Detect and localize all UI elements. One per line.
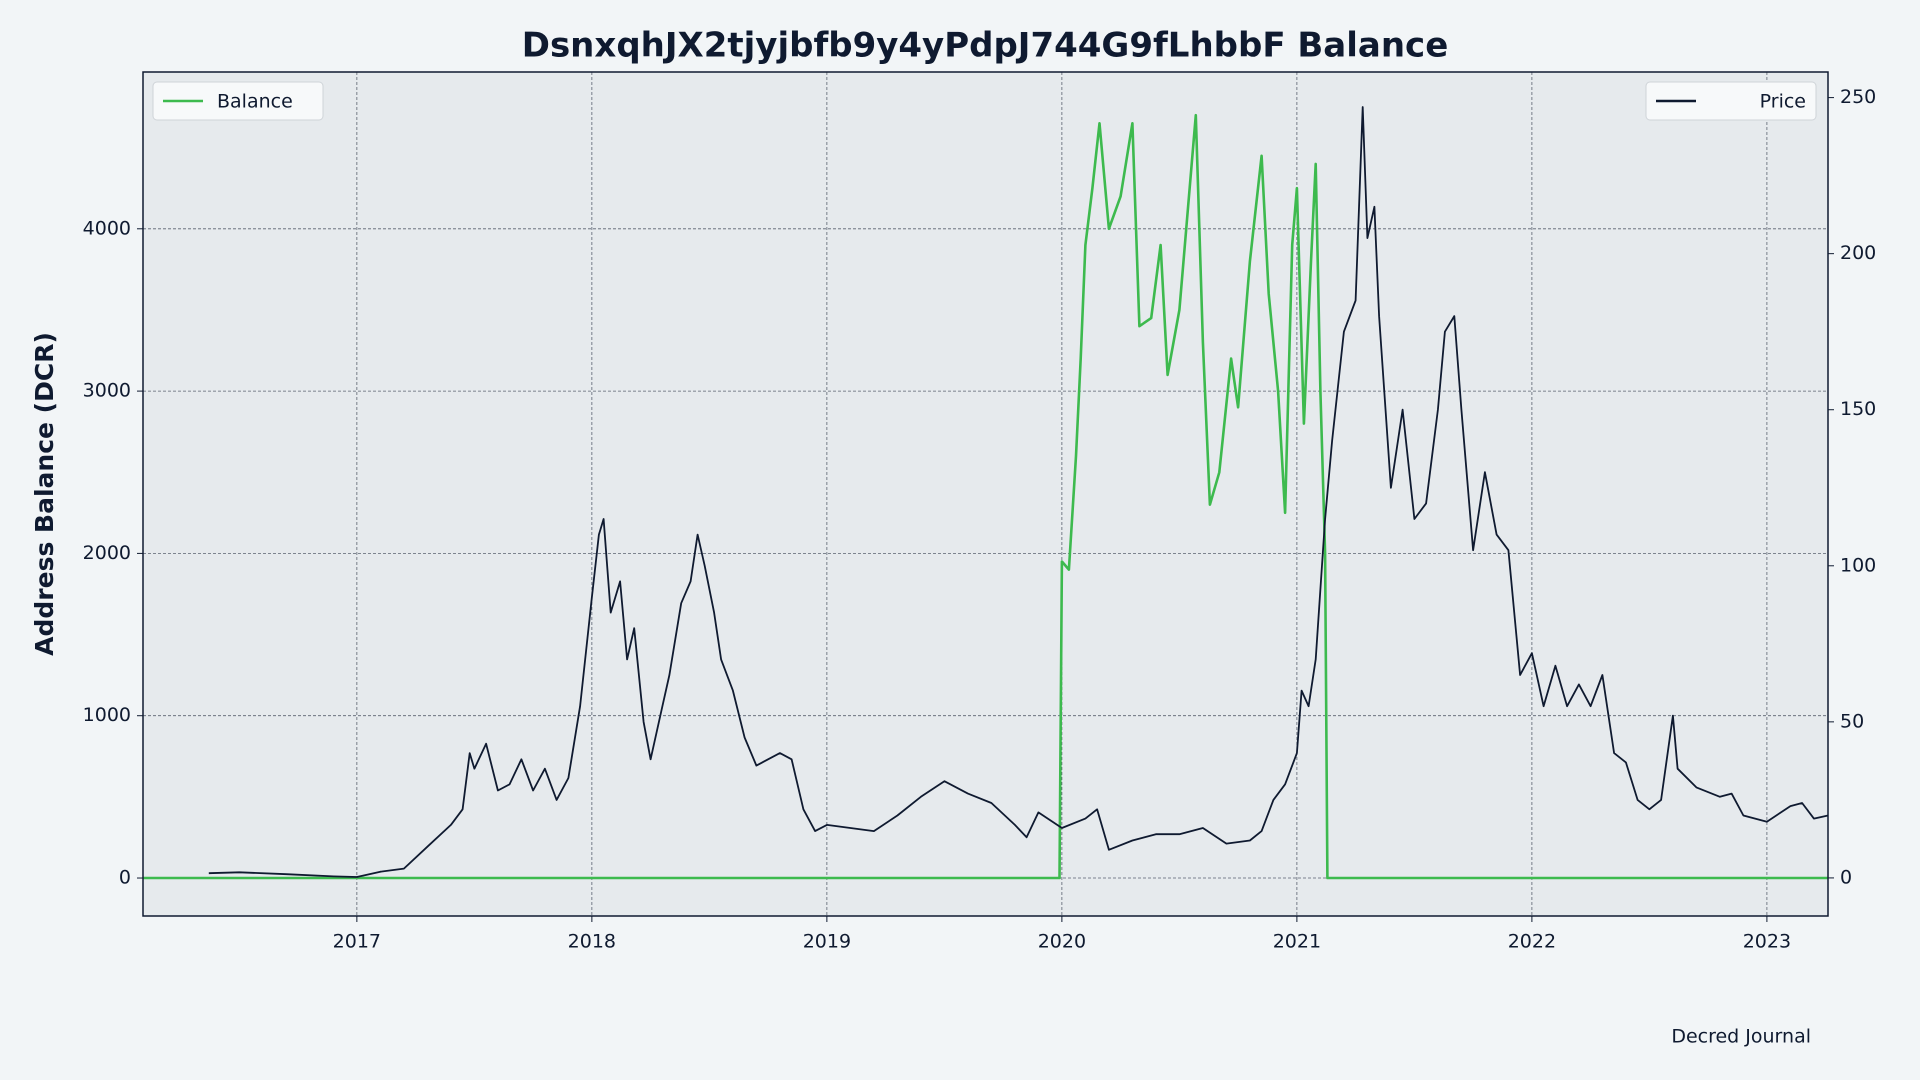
legend: Price	[1645, 81, 1817, 121]
y-tick-label: 3000	[83, 380, 131, 402]
x-tick-label: 2020	[1038, 931, 1086, 953]
y2-tick-label: 0	[1840, 866, 1852, 888]
y2-tick-label: 50	[1840, 710, 1864, 732]
y-tick-label: 0	[119, 867, 131, 889]
x-tick-label: 2021	[1273, 931, 1321, 953]
y2-tick-label: 250	[1840, 86, 1876, 108]
plot-area	[143, 72, 1828, 916]
legend-label: Balance	[217, 91, 293, 113]
source-label: Decred Journal	[1671, 1026, 1811, 1048]
legend-label: Price	[1760, 91, 1806, 113]
y-axis-label: Address Balance (DCR)	[30, 332, 59, 656]
x-tick-label: 2018	[568, 931, 616, 953]
legend-box	[1645, 81, 1817, 121]
plot-frame	[142, 71, 1829, 917]
legend-box	[152, 81, 324, 121]
x-tick-label: 2019	[803, 931, 851, 953]
x-tick-label: 2022	[1508, 931, 1556, 953]
x-tick-label: 2017	[333, 931, 381, 953]
y2-tick-label: 200	[1840, 242, 1876, 264]
x-tick-label: 2023	[1743, 931, 1791, 953]
y2-tick-label: 100	[1840, 554, 1876, 576]
y-tick-label: 1000	[83, 704, 131, 726]
y-tick-label: 2000	[83, 542, 131, 564]
y2-tick-label: 150	[1840, 398, 1876, 420]
series-line	[143, 113, 1828, 880]
chart-title: DsnxqhJX2tjyjbfb9y4yPdpJ744G9fLhbbF Bala…	[522, 26, 1449, 66]
y-tick-label: 4000	[83, 217, 131, 239]
legend: Balance	[152, 81, 324, 121]
series-line	[208, 106, 1829, 878]
